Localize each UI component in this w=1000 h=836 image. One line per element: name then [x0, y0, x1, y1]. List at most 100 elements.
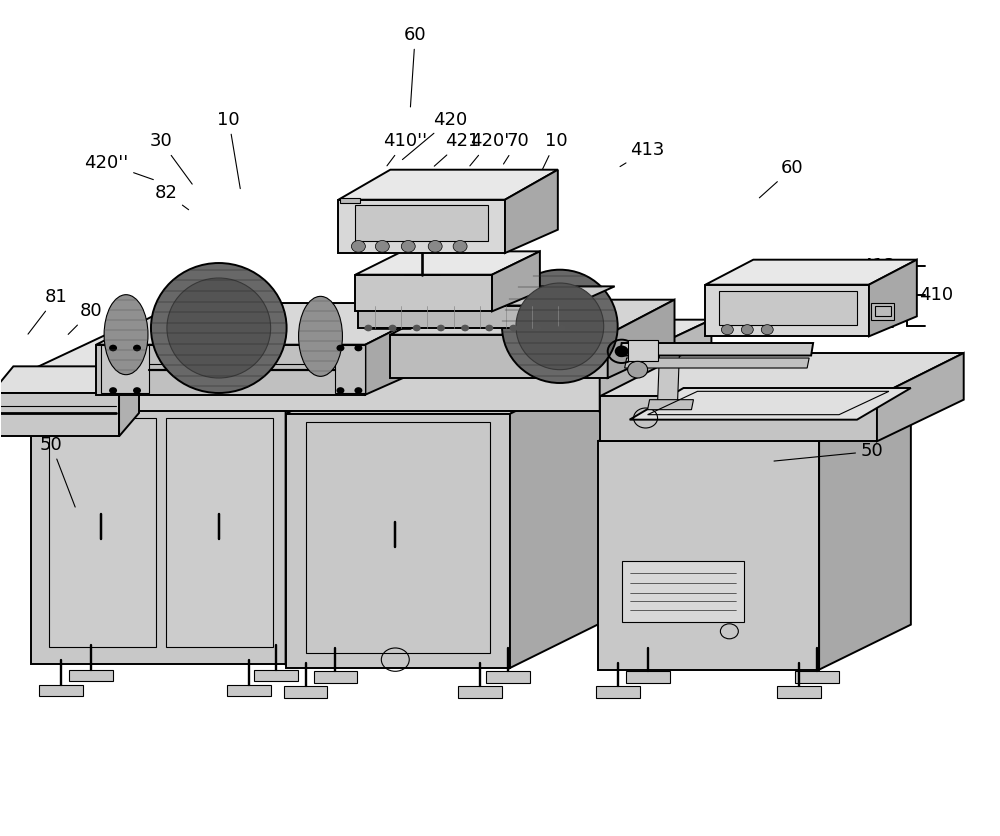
- Ellipse shape: [299, 296, 342, 376]
- Polygon shape: [877, 353, 964, 441]
- Polygon shape: [69, 670, 113, 681]
- Polygon shape: [338, 170, 558, 200]
- Text: 412: 412: [797, 286, 895, 303]
- Text: 420'': 420'': [84, 154, 153, 180]
- Polygon shape: [365, 303, 448, 395]
- Polygon shape: [0, 366, 139, 393]
- Polygon shape: [390, 299, 675, 334]
- Polygon shape: [626, 671, 670, 683]
- Polygon shape: [596, 686, 640, 698]
- Polygon shape: [658, 351, 680, 403]
- Polygon shape: [390, 334, 608, 378]
- Polygon shape: [166, 418, 273, 647]
- Polygon shape: [777, 686, 821, 698]
- Polygon shape: [795, 671, 839, 683]
- Text: 50: 50: [774, 442, 884, 461]
- Circle shape: [354, 344, 362, 351]
- Polygon shape: [628, 339, 658, 361]
- Polygon shape: [869, 260, 917, 336]
- Polygon shape: [355, 252, 540, 275]
- Polygon shape: [31, 410, 286, 664]
- Polygon shape: [358, 305, 572, 328]
- Text: 410': 410': [802, 379, 900, 405]
- Circle shape: [389, 324, 397, 331]
- Polygon shape: [719, 292, 857, 324]
- Polygon shape: [227, 685, 271, 696]
- Text: 410: 410: [919, 286, 953, 303]
- Circle shape: [534, 324, 542, 331]
- Polygon shape: [340, 198, 360, 203]
- Text: 413: 413: [800, 257, 895, 278]
- Circle shape: [336, 344, 344, 351]
- Text: 420': 420': [470, 132, 510, 166]
- Polygon shape: [286, 365, 608, 414]
- Polygon shape: [286, 358, 390, 664]
- Circle shape: [133, 344, 141, 351]
- Polygon shape: [355, 205, 488, 242]
- Polygon shape: [705, 285, 869, 336]
- Circle shape: [741, 324, 753, 334]
- Circle shape: [509, 324, 517, 331]
- Text: 1: 1: [810, 396, 872, 432]
- Text: 80: 80: [68, 303, 102, 334]
- Polygon shape: [492, 252, 540, 311]
- Polygon shape: [625, 358, 809, 368]
- Circle shape: [364, 324, 372, 331]
- Text: 81: 81: [28, 288, 68, 334]
- Ellipse shape: [516, 283, 604, 370]
- Text: 40: 40: [797, 359, 884, 379]
- Polygon shape: [598, 396, 911, 441]
- Text: 30: 30: [150, 132, 192, 184]
- Polygon shape: [620, 343, 813, 355]
- Text: 413: 413: [620, 140, 665, 166]
- Polygon shape: [622, 561, 744, 622]
- Circle shape: [354, 387, 362, 394]
- Polygon shape: [355, 275, 492, 311]
- Ellipse shape: [502, 270, 618, 383]
- Circle shape: [401, 241, 415, 252]
- Polygon shape: [119, 366, 139, 436]
- Polygon shape: [819, 396, 911, 670]
- Text: 50: 50: [40, 436, 75, 507]
- Polygon shape: [101, 344, 149, 393]
- Polygon shape: [96, 303, 448, 344]
- Circle shape: [437, 324, 445, 331]
- Polygon shape: [600, 353, 964, 396]
- Polygon shape: [49, 418, 156, 647]
- Text: 411: 411: [794, 314, 895, 332]
- Circle shape: [558, 324, 566, 331]
- Circle shape: [453, 241, 467, 252]
- Polygon shape: [486, 671, 530, 683]
- Text: 70: 70: [503, 132, 529, 164]
- Text: 410'': 410'': [383, 132, 427, 166]
- Polygon shape: [96, 344, 365, 395]
- Circle shape: [336, 387, 344, 394]
- Polygon shape: [39, 685, 83, 696]
- Polygon shape: [598, 441, 819, 670]
- Circle shape: [375, 241, 389, 252]
- Circle shape: [413, 324, 421, 331]
- Polygon shape: [705, 260, 917, 285]
- Polygon shape: [306, 422, 490, 653]
- Circle shape: [615, 345, 629, 357]
- Circle shape: [721, 324, 733, 334]
- Polygon shape: [31, 358, 390, 410]
- Circle shape: [461, 324, 469, 331]
- Polygon shape: [26, 319, 711, 372]
- Polygon shape: [630, 388, 911, 420]
- Polygon shape: [871, 303, 894, 319]
- Polygon shape: [284, 686, 327, 698]
- Polygon shape: [648, 400, 693, 410]
- Text: 60: 60: [404, 26, 427, 107]
- Polygon shape: [458, 686, 502, 698]
- Ellipse shape: [167, 278, 271, 378]
- Polygon shape: [26, 372, 600, 411]
- Polygon shape: [505, 170, 558, 253]
- Circle shape: [761, 324, 773, 334]
- Text: 10: 10: [541, 132, 567, 172]
- Polygon shape: [335, 344, 365, 393]
- Circle shape: [628, 361, 648, 378]
- Polygon shape: [286, 414, 510, 668]
- Polygon shape: [600, 396, 877, 441]
- Circle shape: [133, 387, 141, 394]
